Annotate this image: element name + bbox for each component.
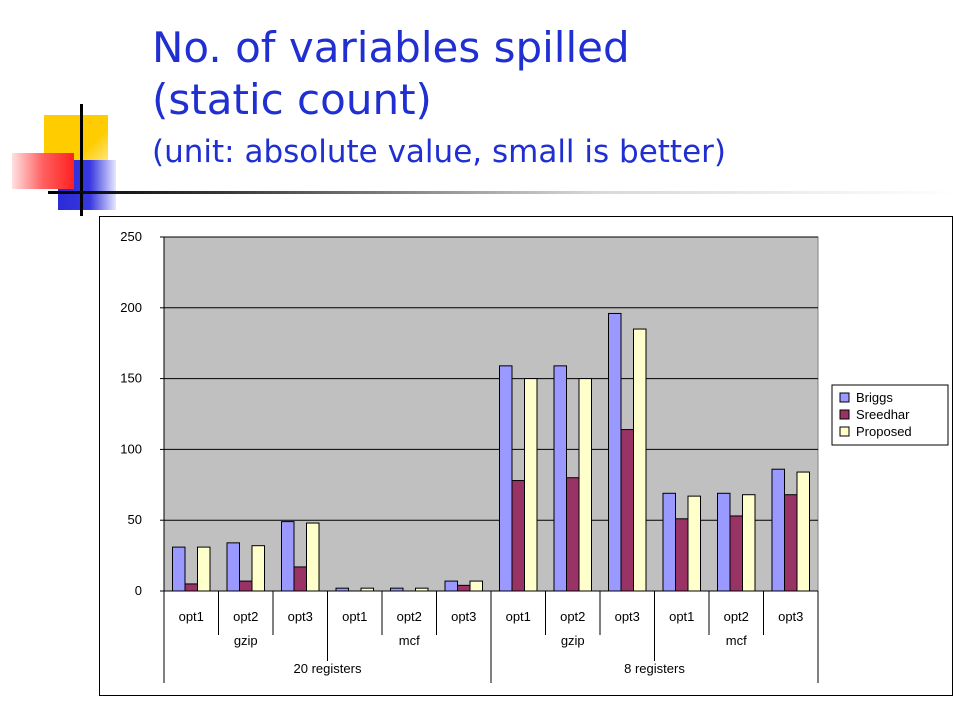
x-group-label: gzip bbox=[561, 633, 585, 648]
bar-proposed-10 bbox=[687, 495, 701, 592]
bar-sreedhar-6 bbox=[457, 584, 471, 592]
bar-briggs-4 bbox=[335, 587, 349, 592]
x-group-label: mcf bbox=[399, 633, 420, 648]
bar-sreedhar-10 bbox=[675, 518, 689, 592]
x-register-label: 20 registers bbox=[294, 661, 362, 676]
plot-area bbox=[163, 236, 819, 592]
bar-proposed-1 bbox=[197, 546, 211, 592]
bar-proposed-7 bbox=[524, 378, 538, 592]
x-category-label: opt1 bbox=[342, 609, 367, 624]
bar-sreedhar-7 bbox=[511, 480, 525, 592]
bar-proposed-6 bbox=[469, 580, 483, 592]
legend-swatch-proposed bbox=[839, 426, 850, 437]
x-category-label: opt2 bbox=[397, 609, 422, 624]
slide-title: No. of variables spilled (static count) … bbox=[152, 22, 726, 172]
bar-sreedhar-1 bbox=[184, 583, 198, 592]
bar-proposed-2 bbox=[251, 545, 265, 592]
chart-frame: 0 50 100 150 200 250 opt1 opt2 opt3 opt1 opt2 opt3 o… bbox=[99, 216, 953, 696]
x-category-label: opt1 bbox=[669, 609, 694, 624]
x-group-label: mcf bbox=[726, 633, 747, 648]
y-tick-label: 50 bbox=[128, 512, 142, 527]
x-category-label: opt3 bbox=[451, 609, 476, 624]
bar-briggs-5 bbox=[390, 587, 404, 592]
bar-sreedhar-8 bbox=[566, 477, 580, 592]
legend-label-briggs: Briggs bbox=[856, 390, 893, 405]
x-category-label: opt1 bbox=[179, 609, 204, 624]
legend-swatch-sreedhar bbox=[839, 409, 850, 420]
bar-sreedhar-12 bbox=[784, 494, 798, 592]
bar-proposed-5 bbox=[415, 587, 429, 592]
y-tick-label: 200 bbox=[120, 300, 142, 315]
title-subtitle: (unit: absolute value, small is better) bbox=[152, 134, 726, 170]
x-category-label: opt1 bbox=[506, 609, 531, 624]
bar-sreedhar-2 bbox=[239, 580, 253, 592]
bar-briggs-11 bbox=[717, 492, 731, 592]
bar-briggs-3 bbox=[281, 521, 295, 592]
bar-chart: 0 50 100 150 200 250 opt1 opt2 opt3 opt1 opt2 opt3 o… bbox=[120, 229, 949, 683]
bar-proposed-12 bbox=[796, 471, 810, 592]
bar-briggs-9 bbox=[608, 312, 622, 592]
bar-sreedhar-11 bbox=[729, 515, 743, 592]
x-category-label: opt2 bbox=[724, 609, 749, 624]
bar-sreedhar-9 bbox=[620, 429, 634, 592]
legend-label-sreedhar: Sreedhar bbox=[856, 407, 910, 422]
bar-briggs-12 bbox=[771, 468, 785, 592]
y-tick-label: 0 bbox=[135, 583, 142, 598]
bar-briggs-7 bbox=[499, 365, 513, 592]
x-category-label: opt3 bbox=[778, 609, 803, 624]
bar-briggs-8 bbox=[553, 365, 567, 592]
title-line-2: (static count) bbox=[152, 75, 432, 124]
bar-proposed-8 bbox=[578, 378, 592, 592]
decor-red-square bbox=[12, 153, 74, 189]
decor-vertical-line bbox=[80, 104, 83, 216]
legend-box bbox=[831, 384, 949, 446]
legend-swatch-briggs bbox=[839, 392, 850, 403]
x-category-label: opt2 bbox=[560, 609, 585, 624]
title-line-1: No. of variables spilled bbox=[152, 23, 630, 72]
y-tick-label: 100 bbox=[120, 441, 142, 456]
bar-briggs-2 bbox=[226, 542, 240, 592]
bar-proposed-4 bbox=[360, 587, 374, 592]
bar-proposed-9 bbox=[633, 328, 647, 592]
x-category-label: opt2 bbox=[233, 609, 258, 624]
x-group-label: gzip bbox=[234, 633, 258, 648]
legend-label-proposed: Proposed bbox=[856, 424, 912, 439]
decor-horizontal-line bbox=[48, 191, 960, 194]
bar-briggs-6 bbox=[444, 580, 458, 592]
x-category-label: opt3 bbox=[615, 609, 640, 624]
bar-briggs-10 bbox=[662, 492, 676, 592]
bar-briggs-1 bbox=[172, 546, 186, 592]
x-register-label: 8 registers bbox=[624, 661, 685, 676]
y-tick-label: 150 bbox=[120, 371, 142, 386]
bar-sreedhar-3 bbox=[293, 566, 307, 592]
y-tick-label: 250 bbox=[120, 229, 142, 244]
bar-proposed-3 bbox=[306, 522, 320, 592]
x-category-label: opt3 bbox=[288, 609, 313, 624]
bar-proposed-11 bbox=[742, 494, 756, 592]
